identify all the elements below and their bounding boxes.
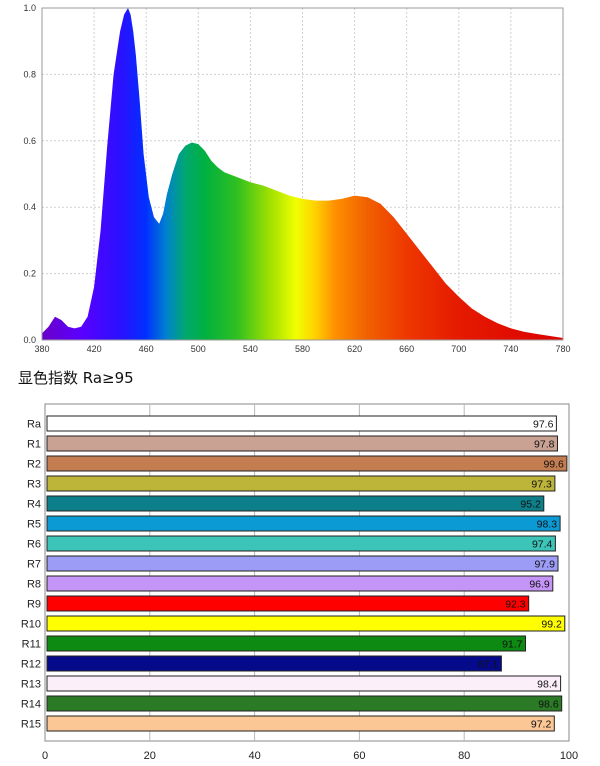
bar-value-label: 97.9 bbox=[535, 559, 556, 571]
bar-value-label: 99.6 bbox=[543, 459, 564, 471]
bar-x-tick-label: 40 bbox=[248, 750, 260, 762]
bar-category-label: R7 bbox=[27, 559, 41, 571]
bar-category-label: R5 bbox=[27, 519, 41, 531]
bar-x-tick-label: 0 bbox=[42, 750, 48, 762]
bar-r14 bbox=[46, 695, 563, 712]
spectrum-y-tick-label: 0.2 bbox=[23, 269, 36, 279]
bar-value-label: 97.8 bbox=[534, 439, 555, 451]
bar-category-label: R14 bbox=[21, 699, 41, 711]
bar-r13 bbox=[46, 675, 562, 692]
spectrum-x-tick-label: 460 bbox=[139, 344, 154, 354]
bar-r4 bbox=[46, 495, 545, 512]
bar-x-tick-label: 100 bbox=[560, 750, 578, 762]
spectrum-plot-frame bbox=[41, 7, 564, 341]
bar-ra bbox=[46, 415, 557, 432]
bar-grid bbox=[149, 404, 465, 741]
spectrum-x-tick-label: 700 bbox=[451, 344, 466, 354]
bar-value-label: 98.6 bbox=[538, 699, 559, 711]
spectrum-x-tick-label: 540 bbox=[243, 344, 258, 354]
bar-value-label: 96.9 bbox=[529, 579, 550, 591]
bar-r12 bbox=[46, 655, 502, 672]
spectrum-y-tick-label: 0.6 bbox=[23, 136, 36, 146]
bar-category-label: R8 bbox=[27, 579, 41, 591]
bar-x-tick-label: 80 bbox=[458, 750, 470, 762]
spectrum-chart: 380 420 460 500 540 580 620 660 700 740 780 0.0 0.2 0… bbox=[23, 3, 570, 354]
bar-value-label: 99.2 bbox=[541, 619, 562, 631]
spectrum-area bbox=[42, 8, 563, 340]
spectrum-tick-labels: 380 420 460 500 540 580 620 660 700 740 780 0.0 0.2 0… bbox=[23, 3, 570, 354]
spectrum-y-tick-label: 1.0 bbox=[23, 3, 36, 13]
bar-plot-frame bbox=[44, 403, 570, 742]
bar-r15 bbox=[46, 715, 555, 732]
bar-tick-labels: 0 20 40 60 80 100 bbox=[42, 750, 578, 762]
bar-value-label: 91.7 bbox=[502, 639, 523, 651]
bar-marks: Ra 97.6 R1 97.8 R2 99.6 R3 97.3 R4 95.2 R5 98.3 R6 97… bbox=[21, 415, 568, 732]
bar-category-label: R6 bbox=[27, 539, 41, 551]
bar-category-label: R9 bbox=[27, 599, 41, 611]
bar-r9 bbox=[46, 595, 530, 612]
spectrum-x-tick-label: 620 bbox=[347, 344, 362, 354]
spectrum-y-tick-label: 0.0 bbox=[23, 335, 36, 345]
bar-value-label: 98.4 bbox=[537, 679, 558, 691]
bar-value-label: 98.3 bbox=[537, 519, 558, 531]
bar-category-label: R13 bbox=[21, 679, 41, 691]
color-rendering-caption: 显色指数 Ra≥95 bbox=[18, 369, 134, 387]
bar-r7 bbox=[46, 555, 559, 572]
spectrum-x-tick-label: 740 bbox=[503, 344, 518, 354]
bar-value-label: 97.4 bbox=[532, 539, 553, 551]
spectrum-x-tick-label: 420 bbox=[87, 344, 102, 354]
bar-category-label: R4 bbox=[27, 499, 41, 511]
bar-r11 bbox=[46, 635, 526, 652]
bar-category-label: R3 bbox=[27, 479, 41, 491]
bar-value-label: 97.3 bbox=[531, 479, 552, 491]
bar-category-label: Ra bbox=[27, 419, 42, 431]
spectrum-x-tick-label: 780 bbox=[555, 344, 570, 354]
bar-x-tick-label: 60 bbox=[353, 750, 365, 762]
bar-value-label: 87.1 bbox=[478, 659, 499, 671]
bar-value-label: 92.3 bbox=[505, 599, 526, 611]
bar-x-tick-label: 20 bbox=[144, 750, 156, 762]
bar-r5 bbox=[46, 515, 561, 532]
spectrum-y-tick-label: 0.8 bbox=[23, 69, 36, 79]
bar-category-label: R11 bbox=[22, 639, 41, 651]
bar-r10 bbox=[46, 615, 566, 632]
spectrum-x-tick-label: 580 bbox=[295, 344, 310, 354]
spectrum-y-tick-label: 0.4 bbox=[23, 202, 36, 212]
bar-value-label: 95.2 bbox=[520, 499, 541, 511]
bar-category-label: R12 bbox=[21, 659, 41, 671]
bar-r3 bbox=[46, 475, 556, 492]
spectrum-x-tick-label: 380 bbox=[34, 344, 49, 354]
bar-r6 bbox=[46, 535, 556, 552]
bar-r8 bbox=[46, 575, 554, 592]
bar-value-label: 97.2 bbox=[531, 719, 552, 731]
bar-r1 bbox=[46, 435, 558, 452]
bar-category-label: R10 bbox=[21, 619, 41, 631]
spectrum-x-tick-label: 660 bbox=[399, 344, 414, 354]
bar-r2 bbox=[46, 455, 568, 472]
bar-category-label: R2 bbox=[27, 459, 41, 471]
spectrum-x-tick-label: 500 bbox=[191, 344, 206, 354]
bar-category-label: R1 bbox=[27, 439, 41, 451]
bar-category-label: R15 bbox=[21, 719, 41, 731]
bar-value-label: 97.6 bbox=[533, 419, 554, 431]
